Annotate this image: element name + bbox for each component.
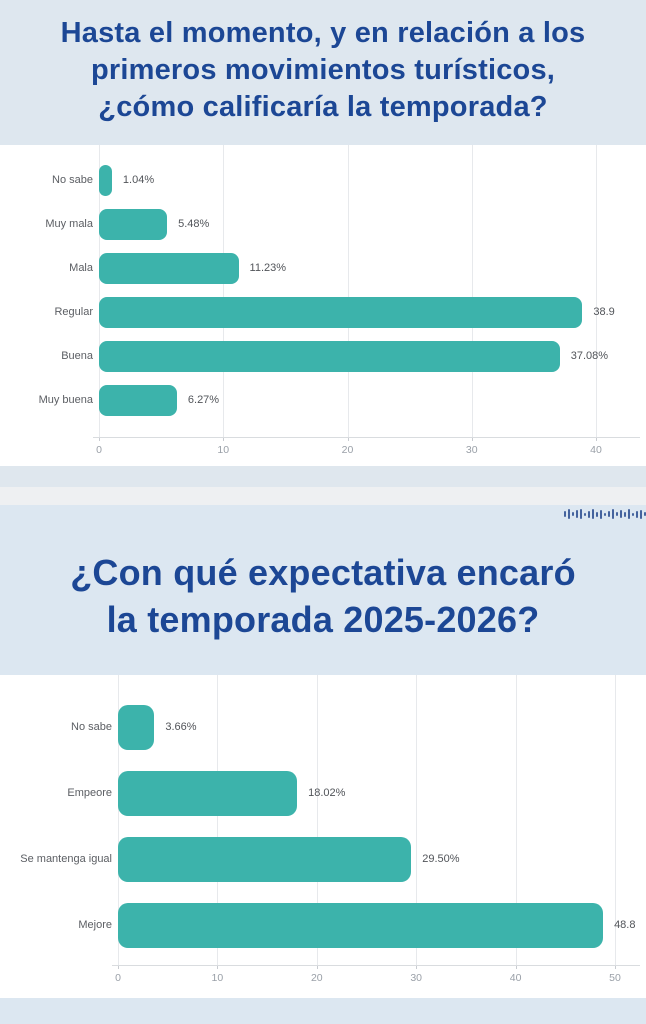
value-label: 5.48% — [178, 218, 210, 230]
category-label: Mejore — [78, 919, 112, 931]
bar — [99, 252, 239, 284]
title-line: primeros movimientos turísticos, — [90, 54, 556, 86]
axis-tick-mark — [217, 965, 219, 969]
gridline — [596, 145, 597, 437]
bar — [99, 164, 112, 196]
x-axis-line — [112, 965, 640, 966]
value-label: 11.23% — [249, 262, 287, 274]
section-1-header: Hasta el momento, y en relación a los pr… — [0, 0, 646, 145]
axis-tick-label: 50 — [609, 972, 621, 984]
bar — [118, 704, 155, 750]
value-label: 37.08% — [570, 350, 609, 362]
category-label: Empeore — [67, 787, 112, 799]
chart-panel-1: 0 10 20 30 40 No sabe 1.04% Muy mala 5.48% Mala 11… — [0, 145, 646, 466]
survey-question-2: ¿Con qué expectativa encaró la temporada… — [0, 505, 646, 643]
axis-tick-mark — [615, 965, 616, 969]
axis-tick-label: 30 — [465, 444, 478, 456]
season-rating-chart: 0 10 20 30 40 No sabe 1.04% Muy mala 5.48% Mala 11… — [0, 145, 646, 466]
bar — [118, 770, 298, 816]
gridline — [316, 675, 318, 965]
axis-tick-mark — [99, 437, 100, 441]
axis-tick-label: 20 — [341, 444, 354, 456]
gridline — [118, 675, 119, 965]
value-label: 38.9 — [593, 306, 615, 318]
axis-tick-mark — [118, 965, 119, 969]
axis-tick-label: 40 — [590, 444, 602, 456]
chart-panel-2: 0 10 20 30 40 50 No sabe 3.66% Empeore 18.02% Se m… — [0, 675, 646, 998]
category-label: No sabe — [71, 721, 112, 733]
category-label: Muy mala — [45, 218, 93, 230]
category-label: Se mantenga igual — [20, 853, 112, 865]
gridline — [615, 675, 616, 965]
title-line: ¿Con qué expectativa encaró — [70, 552, 576, 593]
section-divider-blue — [0, 466, 646, 487]
axis-tick-mark — [515, 965, 517, 969]
category-label: Muy buena — [38, 394, 93, 406]
bar — [99, 296, 583, 328]
axis-tick-label: 30 — [410, 972, 423, 984]
axis-tick-label: 40 — [509, 972, 522, 984]
title-line: ¿cómo calificaría la temporada? — [98, 91, 548, 123]
category-label: Buena — [61, 350, 93, 362]
bar — [99, 340, 560, 372]
gridline — [515, 675, 517, 965]
value-label: 48.8 — [614, 919, 636, 931]
bottom-margin — [0, 998, 646, 1024]
axis-tick-mark — [416, 965, 418, 969]
gridline — [99, 145, 100, 437]
title-line: la temporada 2025-2026? — [106, 599, 540, 640]
bar — [118, 836, 412, 882]
axis-tick-mark — [316, 965, 318, 969]
expectation-chart: 0 10 20 30 40 50 No sabe 3.66% Empeore 18.02% Se m… — [0, 675, 646, 998]
value-label: 3.66% — [165, 721, 197, 733]
axis-tick-label: 20 — [310, 972, 323, 984]
axis-tick-label: 10 — [211, 972, 224, 984]
section-2-header: ¿Con qué expectativa encaró la temporada… — [0, 505, 646, 675]
value-label: 1.04% — [122, 174, 155, 186]
survey-question-1: Hasta el momento, y en relación a los pr… — [0, 0, 646, 126]
bar — [99, 384, 177, 416]
axis-tick-mark — [223, 437, 225, 441]
gridline — [223, 145, 225, 437]
title-line: Hasta el momento, y en relación a los — [60, 17, 586, 49]
gridline — [471, 145, 473, 437]
axis-tick-label: 0 — [115, 972, 121, 984]
axis-tick-mark — [347, 437, 349, 441]
bar — [99, 208, 168, 240]
bar — [118, 902, 604, 948]
axis-tick-mark — [471, 437, 473, 441]
category-label: Mala — [69, 262, 93, 274]
gridline — [416, 675, 418, 965]
value-label: 18.02% — [308, 787, 346, 799]
category-label: No sabe — [52, 174, 93, 186]
axis-tick-label: 10 — [217, 444, 230, 456]
x-axis-line — [93, 437, 640, 438]
category-label: Regular — [54, 306, 93, 318]
value-label: 6.27% — [187, 394, 220, 406]
value-label: 29.50% — [422, 853, 460, 865]
section-divider-gray — [0, 487, 646, 505]
axis-tick-label: 0 — [96, 444, 102, 456]
axis-tick-mark — [596, 437, 597, 441]
waveform-icon — [564, 506, 646, 522]
gridline — [217, 675, 219, 965]
gridline — [347, 145, 349, 437]
